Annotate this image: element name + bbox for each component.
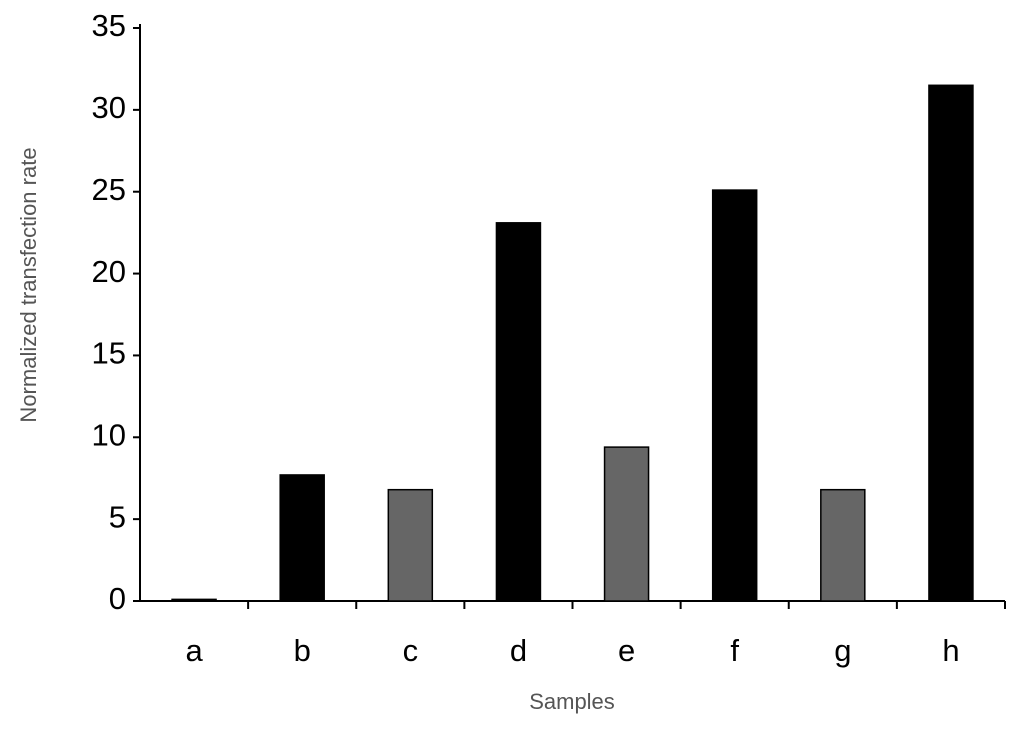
x-tick-label: b <box>294 633 311 668</box>
x-tick-label: h <box>942 633 959 668</box>
y-tick-label: 5 <box>109 499 126 534</box>
y-tick-label: 10 <box>92 417 126 452</box>
bar <box>711 189 758 602</box>
bar <box>603 446 650 602</box>
x-tick-label: a <box>185 633 203 668</box>
x-tick-label: e <box>618 633 635 668</box>
bar <box>928 84 974 602</box>
x-tick-label: d <box>510 633 527 668</box>
x-axis-label: Samples <box>529 689 615 714</box>
x-tick-label: f <box>730 633 739 668</box>
bar <box>820 488 866 602</box>
y-tick-label: 35 <box>92 8 126 43</box>
y-axis-label: Normalized transfection rate <box>16 147 41 422</box>
x-tick-label: c <box>403 633 419 668</box>
bar <box>387 488 434 602</box>
y-tick-label: 30 <box>92 90 126 125</box>
bar <box>495 222 542 602</box>
y-tick-label: 0 <box>109 581 126 616</box>
bar <box>279 474 325 602</box>
x-tick-label: g <box>834 633 851 668</box>
y-tick-label: 20 <box>92 254 126 289</box>
y-tick-label: 25 <box>92 172 126 207</box>
bar <box>171 598 217 602</box>
y-tick-label: 15 <box>92 336 126 371</box>
